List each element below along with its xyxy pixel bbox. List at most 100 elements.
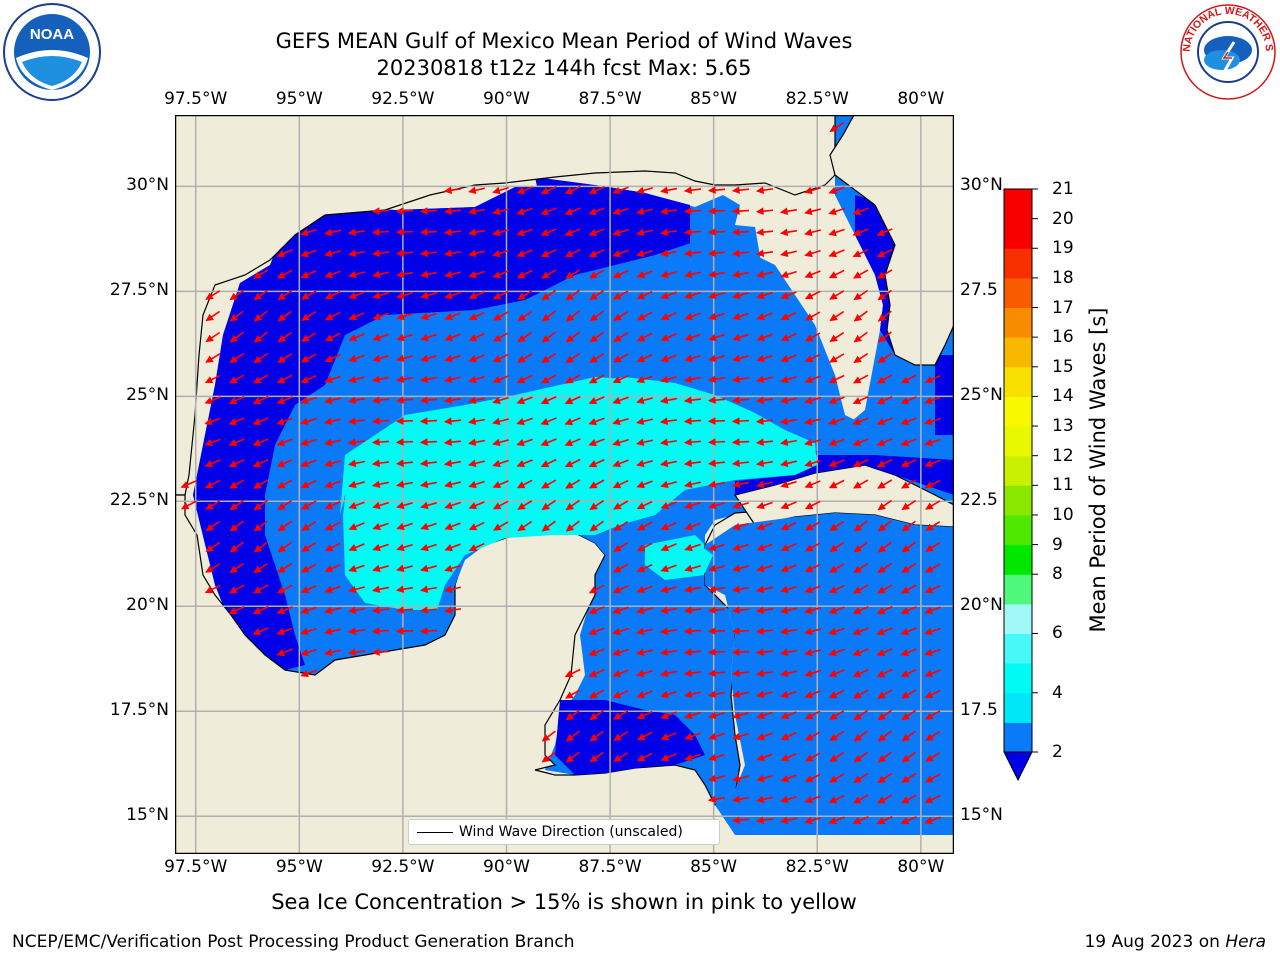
wind-wave-arrowhead [828,250,838,258]
wind-wave-arrowhead [683,186,692,194]
wind-wave-arrowhead [684,543,693,552]
colorbar-tick-label: 10 [1052,504,1074,525]
wind-wave-arrowhead [277,292,286,300]
wind-wave-arrowhead [371,417,380,425]
wind-wave-arrowhead [660,564,669,573]
wind-wave-arrowhead [565,733,575,742]
wind-wave-arrowhead [707,249,716,257]
wind-wave-arrowhead [852,460,862,468]
colorbar-segment [1004,692,1032,723]
wind-wave-arrowhead [660,733,670,741]
wind-wave-arrowhead [804,775,814,783]
wind-wave-arrowhead [828,396,837,405]
wind-wave-arrowhead [444,522,453,531]
wind-wave-arrowhead [828,460,838,468]
wind-wave-arrowhead [732,270,741,279]
wind-wave-arrowhead [444,333,453,342]
wind-wave-arrowhead [348,270,357,279]
wind-wave-arrowhead [541,334,551,343]
wind-wave-arrowhead [683,207,692,215]
wind-wave-arrowhead [589,481,598,489]
wind-wave-arrowhead [853,481,862,489]
wind-wave-arrowhead [684,732,693,741]
colorbar-segment [1004,337,1032,368]
wind-wave-arrowhead [252,628,262,636]
noaa-logo: NOAA [2,2,102,102]
wind-wave-arrowhead [780,375,789,384]
wind-wave-arrowhead [829,523,838,532]
wind-wave-arrowhead [901,733,911,742]
wind-wave-arrowhead [707,438,716,446]
lon-tick-bottom: 82.5°W [785,857,849,877]
wind-wave-arrowhead [612,396,621,405]
wind-wave-arrowhead [229,376,238,384]
wind-wave-arrowhead [708,753,717,762]
wind-wave-arrowhead [900,817,910,825]
colorbar-segment [1004,574,1032,605]
wind-wave-arrowhead [444,375,453,384]
wind-wave-arrowhead [300,606,309,615]
wind-wave-arrowhead [708,543,717,552]
wind-wave-arrowhead [252,439,262,447]
wind-wave-arrowhead [683,249,693,257]
wind-wave-arrowhead [756,270,765,279]
wind-wave-arrowhead [443,186,453,194]
wind-wave-arrowhead [180,502,190,510]
wind-wave-arrowhead [372,480,381,489]
wind-wave-arrowhead [540,187,550,195]
wind-wave-arrowhead [372,354,381,363]
wind-wave-arrowhead [636,355,646,363]
wind-wave-arrowhead [683,606,692,614]
wind-wave-arrowhead [612,207,621,216]
wind-wave-arrowhead [589,712,598,721]
wind-wave-arrowhead [755,648,764,656]
wind-wave-arrowhead [372,564,381,573]
colorbar-segment [1004,426,1032,457]
wind-wave-arrowhead [756,585,765,594]
wind-wave-arrowhead [371,606,380,614]
wind-wave-arrowhead [828,481,838,489]
wind-wave-arrowhead [660,690,669,699]
wind-wave-arrowhead [253,355,262,364]
wind-wave-arrowhead [660,606,669,615]
wind-wave-arrowhead [395,207,404,215]
wind-wave-arrowhead [613,334,622,342]
wind-wave-arrowhead [229,355,238,364]
wind-wave-arrowhead [876,460,886,468]
wind-wave-arrowhead [347,438,357,446]
wind-wave-arrowhead [612,271,622,279]
wind-wave-arrowhead [300,271,310,279]
footer-right: 19 Aug 2023 on Hera [1084,932,1266,952]
wind-wave-arrowhead [348,606,357,615]
wind-wave-arrowhead [828,691,838,699]
wind-wave-arrowhead [876,418,886,426]
lat-tick-left: 30°N [126,175,169,196]
wind-wave-arrowhead [253,565,262,574]
wind-wave-arrowhead [804,292,814,300]
wind-wave-arrowhead [805,523,814,531]
wind-wave-arrowhead [828,648,837,657]
wind-wave-arrowhead [636,459,645,468]
wind-wave-arrowhead [708,312,717,321]
wind-wave-arrowhead [564,187,574,195]
wind-wave-arrowhead [277,481,286,489]
wind-wave-arrowhead [852,796,862,804]
wind-wave-arrowhead [443,606,453,614]
wind-wave-arrowhead [925,502,934,510]
wind-wave-arrowhead [684,690,693,699]
wind-wave-arrowhead [252,460,262,468]
wind-wave-arrowhead [924,669,933,678]
wind-wave-arrowhead [853,271,862,279]
wind-wave-arrowhead [492,417,501,426]
wind-wave-arrowhead [877,334,887,343]
wind-wave-arrowhead [708,354,717,363]
wind-wave-arrowhead [924,417,933,426]
wind-wave-arrowhead [901,691,910,699]
wind-wave-arrowhead [780,585,789,594]
wind-wave-arrowhead [732,543,741,552]
wind-wave-arrowhead [732,564,741,573]
wind-wave-arrowhead [324,313,334,321]
wind-wave-arrowhead [443,249,453,257]
wind-wave-arrowhead [828,796,838,804]
wind-wave-arrowhead [804,795,813,804]
